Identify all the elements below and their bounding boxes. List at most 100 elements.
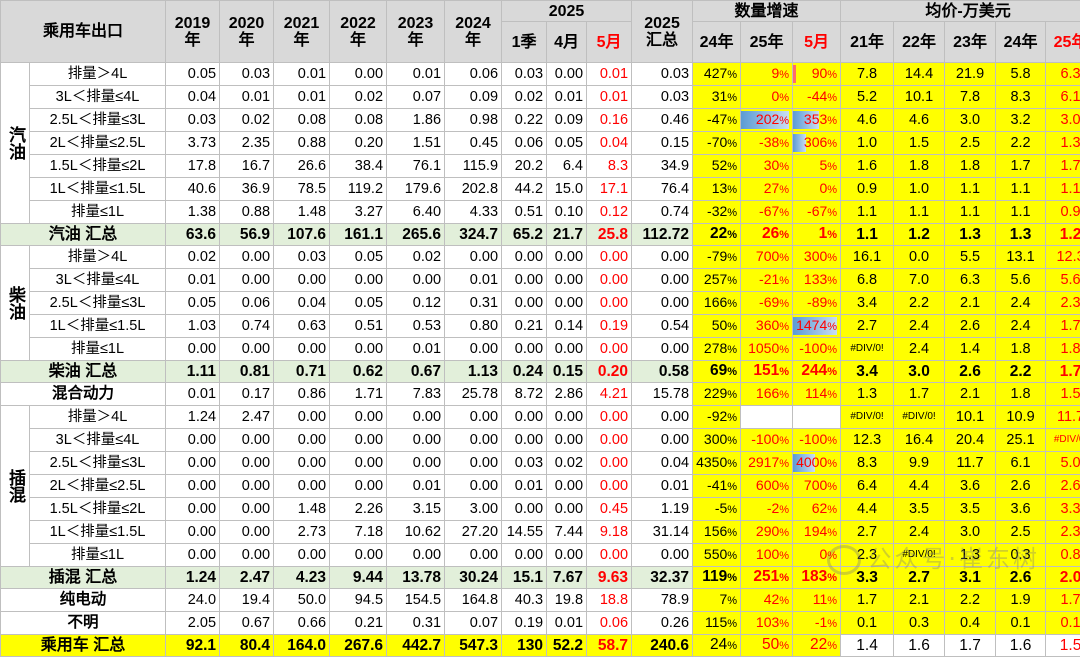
cell-value[interactable]: 4.21 [587, 383, 632, 406]
cell-value[interactable]: 1.48 [274, 498, 330, 521]
cell-price[interactable]: 2.1 [945, 383, 996, 406]
cell-price[interactable]: 3.5 [945, 498, 996, 521]
cell-value[interactable]: 40.3 [502, 589, 547, 612]
cell-value[interactable]: 0.02 [502, 86, 547, 109]
cell-growth[interactable]: 50% [741, 635, 793, 657]
cell-value[interactable]: 0.20 [587, 361, 632, 383]
cell-value[interactable]: 0.06 [502, 132, 547, 155]
cell-value[interactable]: 0.00 [445, 544, 502, 567]
cell-value[interactable]: 0.00 [274, 544, 330, 567]
cell-value[interactable]: 21.7 [547, 224, 587, 246]
cell-price[interactable]: 0.9 [841, 178, 894, 201]
cell-price[interactable]: 1.1 [945, 178, 996, 201]
cell-price[interactable]: 4.6 [841, 109, 894, 132]
cell-price[interactable]: 1.6 [894, 635, 945, 657]
cell-growth[interactable]: -38% [741, 132, 793, 155]
cell-growth[interactable]: -79% [693, 246, 741, 269]
cell-value[interactable]: 0.00 [502, 406, 547, 429]
cell-growth[interactable]: 202% [741, 109, 793, 132]
cell-value[interactable]: 0.05 [547, 132, 587, 155]
cell-value[interactable]: 0.03 [166, 109, 220, 132]
cell-growth[interactable]: 2917% [741, 452, 793, 475]
cell-growth[interactable]: 278% [693, 338, 741, 361]
cell-value[interactable]: 0.71 [274, 361, 330, 383]
cell-value[interactable]: 0.17 [220, 383, 274, 406]
col-price-22[interactable]: 22年 [894, 22, 945, 63]
cell-value[interactable]: 0.01 [387, 63, 445, 86]
cell-price[interactable]: 4.4 [841, 498, 894, 521]
cell-value[interactable]: 1.24 [166, 567, 220, 589]
cell-growth[interactable]: 90% [793, 63, 841, 86]
cell-growth[interactable]: 300% [693, 429, 741, 452]
cell-value[interactable]: 1.13 [445, 361, 502, 383]
cell-value[interactable]: 63.6 [166, 224, 220, 246]
cell-value[interactable]: 0.00 [387, 429, 445, 452]
group-label-gasoline[interactable]: 汽油 [1, 63, 30, 224]
cell-growth[interactable]: 22% [793, 635, 841, 657]
cell-price[interactable]: 2.2 [945, 589, 996, 612]
cell-value[interactable]: 25.8 [587, 224, 632, 246]
cell-value[interactable]: 44.2 [502, 178, 547, 201]
cell-value[interactable]: 19.4 [220, 589, 274, 612]
cell-value[interactable]: 8.3 [587, 155, 632, 178]
cell-value[interactable]: 0.00 [166, 544, 220, 567]
cell-value[interactable]: 0.00 [547, 292, 587, 315]
cell-value[interactable]: 0.09 [445, 86, 502, 109]
cell-price[interactable]: 0.9 [1046, 201, 1080, 224]
price-header[interactable]: 均价-万美元 [841, 1, 1080, 22]
cell-price[interactable]: 2.2 [996, 132, 1046, 155]
cell-value[interactable]: 0.00 [220, 452, 274, 475]
cell-growth[interactable]: 24% [693, 635, 741, 657]
row-label[interactable]: 2.5L＜排量≤3L [30, 292, 166, 315]
cell-price[interactable]: 1.8 [945, 155, 996, 178]
row-label[interactable]: 2.5L＜排量≤3L [30, 452, 166, 475]
cell-value[interactable]: 240.6 [632, 635, 693, 657]
cell-value[interactable]: 0.05 [330, 292, 387, 315]
cell-value[interactable]: 0.16 [587, 109, 632, 132]
cell-price[interactable]: 4.4 [894, 475, 945, 498]
cell-value[interactable]: 0.01 [274, 63, 330, 86]
cell-value[interactable]: 0.01 [587, 86, 632, 109]
cell-value[interactable]: 0.03 [502, 452, 547, 475]
cell-growth[interactable]: 103% [741, 612, 793, 635]
col-growth-24[interactable]: 24年 [693, 22, 741, 63]
cell-value[interactable]: 7.18 [330, 521, 387, 544]
cell-growth[interactable]: 5% [793, 155, 841, 178]
cell-value[interactable]: 547.3 [445, 635, 502, 657]
cell-price[interactable]: 1.4 [841, 635, 894, 657]
cell-value[interactable]: 20.2 [502, 155, 547, 178]
cell-value[interactable]: 0.00 [587, 269, 632, 292]
cell-growth[interactable]: -32% [693, 201, 741, 224]
cell-value[interactable]: 0.00 [502, 246, 547, 269]
cell-value[interactable]: 0.00 [330, 544, 387, 567]
cell-value[interactable]: 0.22 [502, 109, 547, 132]
cell-growth[interactable]: 151% [741, 361, 793, 383]
cell-value[interactable]: 15.78 [632, 383, 693, 406]
cell-growth[interactable]: -44% [793, 86, 841, 109]
col-price-21[interactable]: 21年 [841, 22, 894, 63]
cell-price[interactable]: 1.1 [894, 201, 945, 224]
cell-growth[interactable]: 100% [741, 544, 793, 567]
cell-price[interactable]: 0.8 [1046, 544, 1080, 567]
cell-value[interactable]: 324.7 [445, 224, 502, 246]
cell-value[interactable]: 0.00 [387, 544, 445, 567]
cell-value[interactable]: 0.01 [274, 86, 330, 109]
cell-price[interactable]: 14.4 [894, 63, 945, 86]
cell-value[interactable]: 0.09 [547, 109, 587, 132]
cell-value[interactable]: 0.20 [330, 132, 387, 155]
col-2025-sum[interactable]: 2025 汇总 [632, 1, 693, 63]
cell-value[interactable]: 1.24 [166, 406, 220, 429]
cell-price[interactable]: 2.6 [996, 475, 1046, 498]
cell-price[interactable]: 2.4 [996, 292, 1046, 315]
cell-price[interactable]: 2.0 [1046, 567, 1080, 589]
cell-price[interactable]: 7.8 [945, 86, 996, 109]
cell-value[interactable]: 0.00 [387, 452, 445, 475]
cell-price[interactable]: 2.2 [894, 292, 945, 315]
cell-value[interactable]: 0.66 [274, 612, 330, 635]
cell-price[interactable]: #DIV/0! [894, 544, 945, 567]
cell-growth[interactable]: 0% [793, 544, 841, 567]
cell-value[interactable]: 0.54 [632, 315, 693, 338]
cell-value[interactable]: 1.51 [387, 132, 445, 155]
cell-value[interactable]: 0.01 [632, 475, 693, 498]
cell-price[interactable]: 1.1 [945, 201, 996, 224]
